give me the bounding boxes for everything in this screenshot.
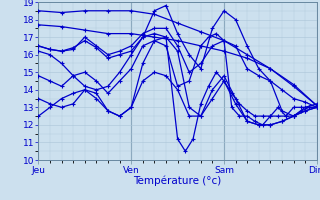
X-axis label: Température (°c): Température (°c) (133, 176, 222, 186)
